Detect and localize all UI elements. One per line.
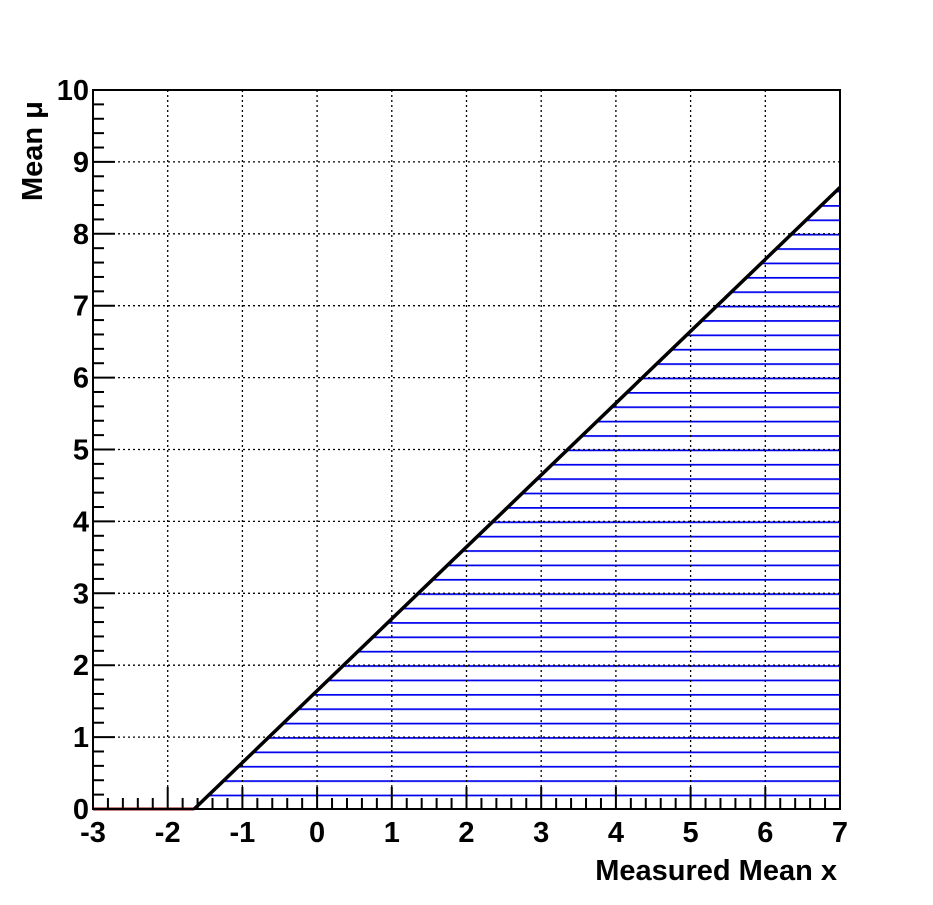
x-tick-label: 2 <box>458 817 474 849</box>
y-tick-label: 4 <box>73 506 89 538</box>
y-tick-label: 5 <box>73 435 89 467</box>
x-tick-label: 0 <box>309 817 325 849</box>
x-tick-label: 6 <box>757 817 773 849</box>
y-tick-label: 3 <box>73 578 89 610</box>
x-tick-label: 5 <box>683 817 699 849</box>
y-tick-label: 8 <box>73 219 89 251</box>
y-tick-label: 9 <box>73 147 89 179</box>
y-tick-label: 6 <box>73 363 89 395</box>
y-tick-label: 10 <box>57 75 89 107</box>
y-tick-label: 0 <box>73 794 89 826</box>
y-tick-label: 7 <box>73 291 89 323</box>
y-tick-label: 1 <box>73 722 89 754</box>
x-tick-label: 3 <box>533 817 549 849</box>
x-tick-label: -3 <box>80 817 106 849</box>
x-tick-label: 7 <box>832 817 848 849</box>
x-axis-label: Measured Mean x <box>595 855 837 887</box>
line <box>193 186 842 811</box>
y-axis-label: Mean μ <box>17 101 49 201</box>
x-tick-label: 4 <box>608 817 624 849</box>
x-tick-label: -2 <box>155 817 181 849</box>
x-tick-label: 1 <box>384 817 400 849</box>
y-tick-label: 2 <box>73 650 89 682</box>
x-tick-label: -1 <box>230 817 256 849</box>
